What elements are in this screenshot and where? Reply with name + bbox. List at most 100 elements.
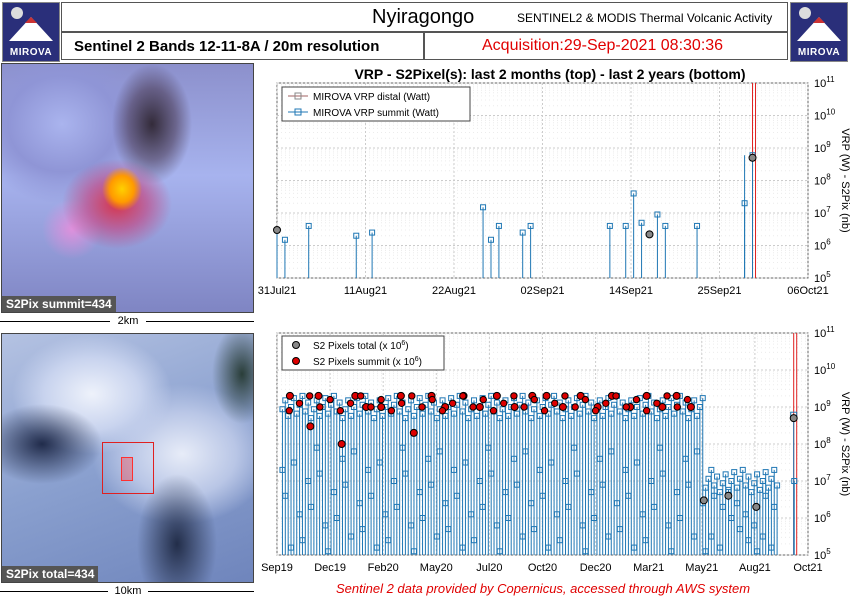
y-tick-label: 105 <box>814 547 831 562</box>
summit-pixel-point <box>542 391 551 400</box>
header-bands-box: Sentinel 2 Bands 12-11-8A / 20m resoluti… <box>61 32 424 60</box>
summit-pixel-point <box>357 392 365 400</box>
x-tick-label: Oct21 <box>793 562 822 574</box>
vrp-point <box>281 236 288 243</box>
mirova-logo-left: MIROVA <box>2 2 60 62</box>
summit-pixel-point <box>581 395 590 404</box>
summit-pixel-point <box>273 225 281 234</box>
vrp-point <box>699 395 706 402</box>
hotspot-marker <box>121 457 133 481</box>
y-tick-exp: 6 <box>826 238 831 247</box>
summit-pixel-point <box>346 399 355 407</box>
y-tick-label: 107 <box>814 473 831 488</box>
x-tick-label: Mar21 <box>633 562 664 574</box>
y-tick-label: 109 <box>814 399 831 414</box>
y-tick-base: 10 <box>814 241 826 253</box>
legend-close: ) <box>405 341 408 352</box>
logo-text-right: MIROVA <box>797 47 841 58</box>
vrp-point <box>495 222 502 229</box>
vrp-point <box>691 397 698 404</box>
total-pixel-point <box>699 496 708 505</box>
y-tick-base: 10 <box>814 176 826 188</box>
y-tick-base: 10 <box>814 111 826 123</box>
summit-pixel-point <box>683 395 692 404</box>
summit-pixel-point <box>428 395 436 404</box>
vrp-point <box>596 397 603 404</box>
scale-label-top: 2km <box>110 315 146 327</box>
header-acq-box: Acquisition:29-Sep-2021 08:30:36 <box>424 32 788 60</box>
summit-pixel-point <box>492 391 501 400</box>
vrp-point <box>662 222 669 229</box>
header-title-box: Nyiragongo SENTINEL2 & MODIS Thermal Vol… <box>61 2 788 32</box>
y-tick-base: 10 <box>814 402 826 414</box>
summit-pixel-point <box>418 403 426 411</box>
x-tick-label: 11Aug21 <box>344 285 387 297</box>
legend-close: ) <box>419 357 422 368</box>
vrp-point <box>305 399 312 406</box>
summit-pixel-point <box>530 395 539 404</box>
total-pixel-point <box>789 414 798 423</box>
summit-pixel-point <box>337 440 346 448</box>
legend-label-total: S2 Pixels total (x 106) <box>313 340 409 352</box>
y-tick-label: 108 <box>814 173 831 188</box>
legend-sup: 6 <box>415 356 419 363</box>
y-tick-base: 10 <box>814 143 826 155</box>
y-tick-base: 10 <box>814 513 826 525</box>
volcano-name: Nyiragongo <box>372 6 475 28</box>
x-tick-label: Jul20 <box>476 562 502 574</box>
summit-pixel-point <box>479 395 487 404</box>
vrp-point <box>708 466 715 473</box>
vrp-point <box>369 229 376 236</box>
y-tick-exp: 7 <box>826 205 831 214</box>
legend-marker-distal <box>294 92 302 100</box>
summit-pixel-point <box>408 392 416 400</box>
vrp-point <box>353 232 360 239</box>
vrp-point <box>519 229 526 236</box>
summit-pixel-tag: S2Pix summit=434 <box>2 296 116 312</box>
y-tick-label: 109 <box>814 140 831 155</box>
vrp-point <box>336 399 343 406</box>
vrp-point <box>630 190 637 197</box>
summit-pixel-point <box>305 392 314 400</box>
summit-pixel-point <box>469 403 477 411</box>
volcano-logo-icon-right <box>797 7 841 41</box>
vrp-point <box>722 471 729 478</box>
y-tick-exp: 7 <box>826 473 831 482</box>
summit-pixel-point <box>326 395 334 404</box>
y-tick-base: 10 <box>814 365 826 377</box>
y-tick-base: 10 <box>814 476 826 488</box>
summit-pixel-point <box>591 407 600 415</box>
summit-pixel-point <box>285 391 294 400</box>
summit-pixel-point <box>520 403 528 411</box>
vrp-point <box>480 204 487 211</box>
product-name: SENTINEL2 & MODIS Thermal Volcanic Activ… <box>517 11 773 25</box>
vrp-point <box>385 395 392 402</box>
summit-pixel-point <box>561 392 569 400</box>
y-axis-label: VRP (W) - S2Pix (nb) <box>839 392 850 496</box>
summit-pixel-point <box>377 395 385 404</box>
y-axis-label: VRP (W) - S2Pix (nb) <box>839 128 850 232</box>
summit-zoom-box <box>102 442 154 494</box>
summit-pixel-point <box>475 403 484 411</box>
y-tick-label: 106 <box>814 510 831 525</box>
summit-pixel-point <box>653 399 661 407</box>
summit-pixel-point <box>409 428 418 437</box>
y-tick-exp: 10 <box>826 362 835 371</box>
vrp-point <box>771 466 778 473</box>
y-tick-label: 107 <box>814 205 831 220</box>
bands-label: Sentinel 2 Bands 12-11-8A / 20m resoluti… <box>74 38 380 55</box>
y-tick-label: 1011 <box>814 75 835 90</box>
legend-sup: 6 <box>401 340 405 347</box>
vrp-point <box>739 466 746 473</box>
y-tick-exp: 5 <box>826 547 831 556</box>
summit-pixel-point <box>551 399 559 407</box>
summit-pixel-point <box>632 395 641 404</box>
legend-label-distal: MIROVA VRP distal (Watt) <box>313 92 430 103</box>
vrp-point <box>519 392 526 399</box>
vrp-point <box>527 222 534 229</box>
summit-pixel-point <box>387 407 396 415</box>
vrp-point <box>638 219 645 226</box>
y-tick-base: 10 <box>814 78 826 90</box>
summit-pixel-point <box>571 403 579 411</box>
vrp-point <box>694 222 701 229</box>
